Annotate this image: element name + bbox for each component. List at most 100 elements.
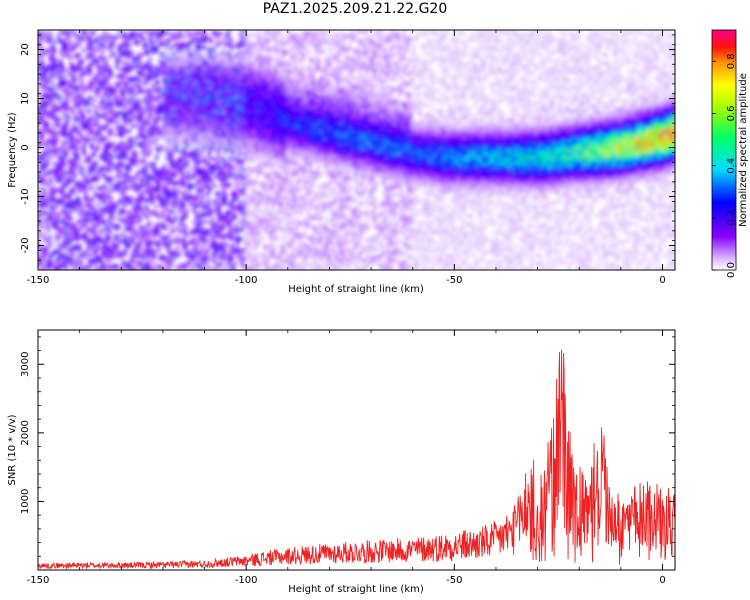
heatmap-cell [63,133,67,136]
heatmap-cell [177,116,182,119]
heatmap-cell [177,100,182,104]
heatmap-cell [205,83,209,87]
heatmap-cell [229,117,234,121]
heatmap-cell [194,212,198,215]
heatmap-cell [192,237,196,241]
heatmap-cell [227,268,232,270]
heatmap-cell [177,136,182,140]
heatmap-cell [103,126,107,130]
heatmap-cell [221,227,225,231]
heatmap-cell [167,210,171,214]
heatmap-cell [186,109,190,112]
heatmap-cell [227,88,232,92]
heatmap-cell [100,66,105,70]
heatmap-cell [127,112,132,116]
heatmap-cell [138,116,142,119]
heatmap-cell [90,258,94,262]
heatmap-cell [196,121,200,124]
heatmap-cell [184,109,188,112]
heatmap-cell [140,165,144,169]
heatmap-cell [173,112,177,116]
heatmap-cell [190,56,194,59]
heatmap-cell [229,200,234,203]
heatmap-cell [213,210,217,214]
heatmap-cell [94,112,98,116]
heatmap-cell [146,208,150,212]
heatmap-cell [130,78,134,82]
heatmap-cell [42,129,46,133]
heatmap-cell [138,71,142,75]
heatmap-cell [150,74,155,78]
heatmap-cell [38,268,42,270]
heatmap-cell [209,74,213,78]
heatmap-cell [229,129,234,133]
heatmap-cell [130,155,134,159]
heatmap-cell [207,102,211,106]
heatmap-cell [82,150,86,154]
heatmap-cell [57,256,61,260]
heatmap-cell [205,128,209,131]
heatmap-cell [63,100,67,104]
heatmap-cell [67,165,71,169]
heatmap-cell [184,85,188,88]
heatmap-cell [188,155,192,159]
heatmap-cell [44,182,48,186]
heatmap-cell [188,153,192,157]
heatmap-cell [94,76,98,80]
heatmap-cell [213,80,217,83]
heatmap-cell [175,140,180,143]
heatmap-cell [107,146,111,150]
heatmap-cell [90,260,94,263]
heatmap-cell [80,68,84,71]
heatmap-cell [144,176,148,179]
heatmap-cell [152,97,157,100]
heatmap-cell [80,112,84,116]
heatmap-cell [48,74,53,78]
heatmap-cell [150,188,155,191]
heatmap-cell [198,47,202,51]
heatmap-cell [167,80,171,83]
heatmap-cell [140,266,144,270]
heatmap-cell [105,146,109,150]
heatmap-cell [200,128,205,131]
heatmap-cell [107,218,111,222]
heatmap-cell [86,117,90,121]
heatmap-cell [225,124,230,128]
heatmap-cell [225,93,230,97]
heatmap-cell [115,249,119,253]
heatmap-cell [163,90,167,94]
heatmap-cell [121,188,125,191]
heatmap-cell [196,215,200,219]
heatmap-cell [103,150,107,154]
heatmap-cell [163,78,167,82]
heatmap-cell [163,200,167,203]
heatmap-cell [184,59,188,63]
heatmap-cell [173,141,177,145]
heatmap-cell [198,88,202,92]
heatmap-cell [167,73,171,76]
heatmap-cell [221,146,225,150]
heatmap-cell [92,30,96,34]
heatmap-cell [202,57,207,61]
heatmap-cell [152,47,157,51]
heatmap-cell [130,176,134,179]
heatmap-cell [53,50,57,54]
heatmap-cell [211,242,215,246]
heatmap-cell [65,182,69,186]
heatmap-cell [75,196,80,200]
heatmap-cell [184,107,188,111]
heatmap-cell [88,263,92,267]
heatmap-cell [159,256,163,260]
heatmap-cell [217,52,221,56]
heatmap-cell [125,62,130,66]
heatmap-cell [75,97,80,100]
heatmap-cell [92,162,96,166]
heatmap-cell [61,172,65,176]
heatmap-cell [211,157,215,160]
heatmap-cell [180,100,184,104]
heatmap-cell [211,134,215,138]
heatmap-cell [38,236,40,239]
heatmap-cell [227,256,232,260]
heatmap-cell [171,188,175,191]
heatmap-cell [86,71,90,75]
